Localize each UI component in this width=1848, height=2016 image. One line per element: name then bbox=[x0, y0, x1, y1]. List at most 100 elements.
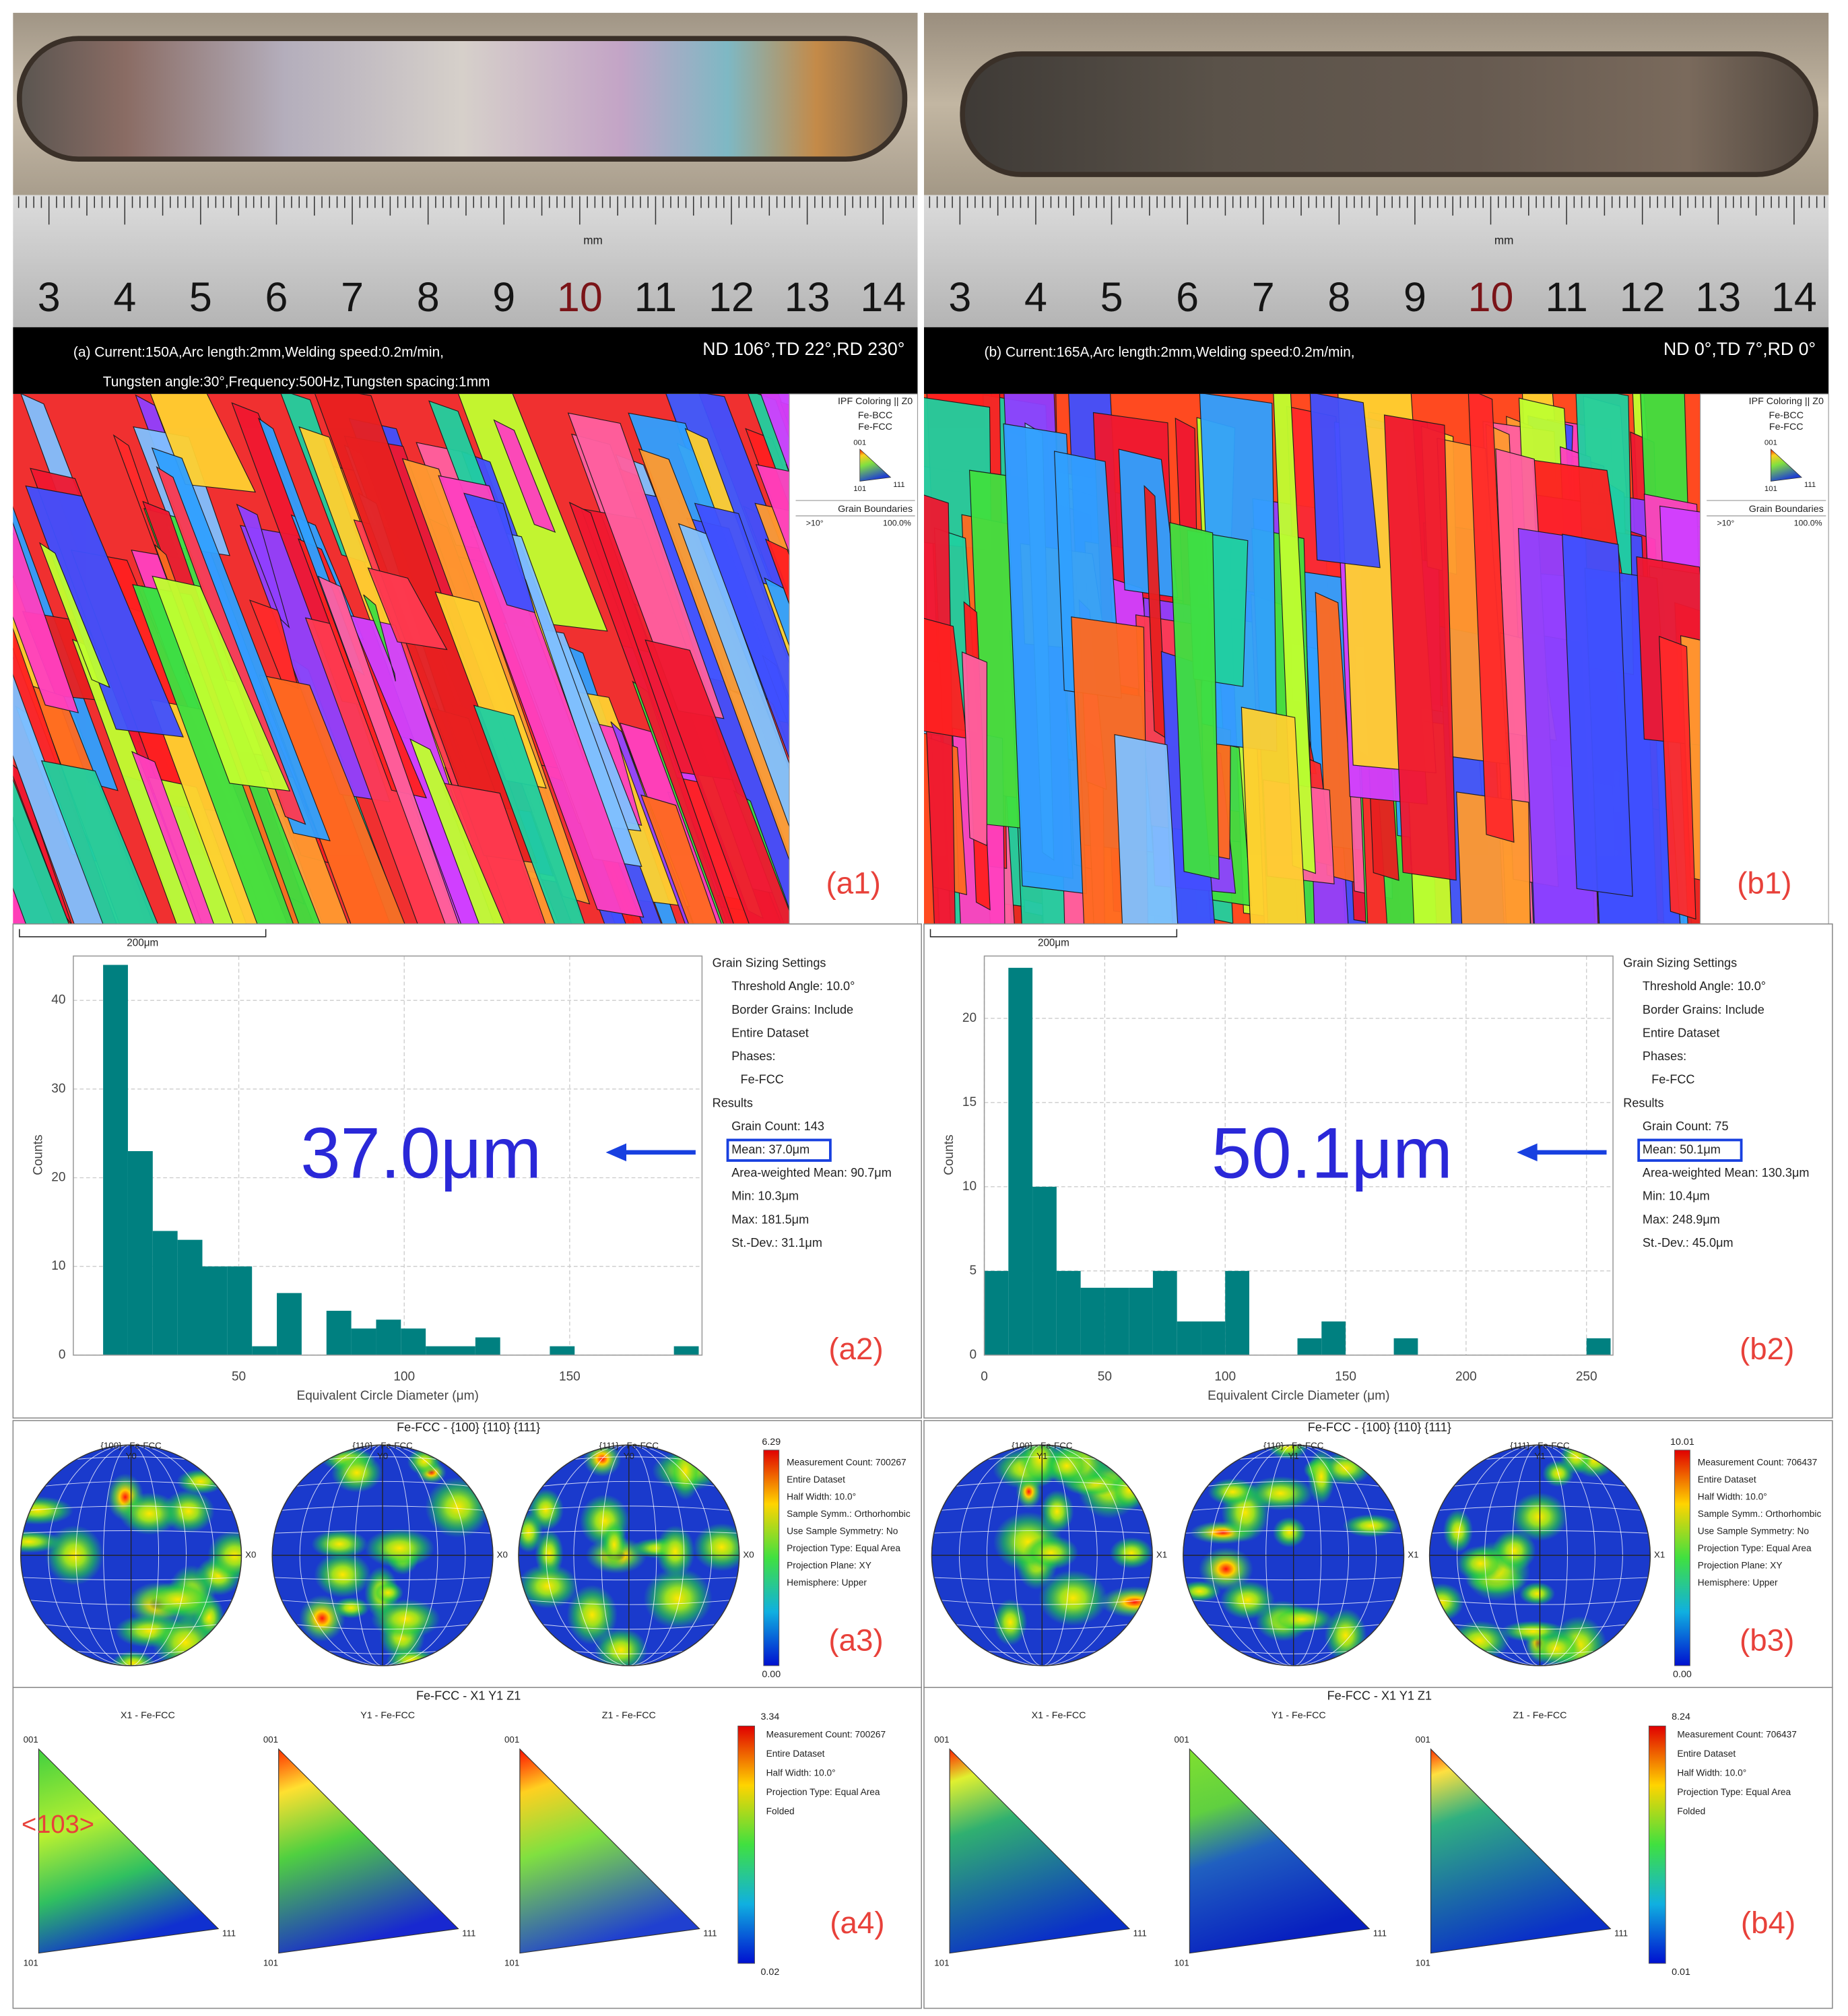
ruler-number: 5 bbox=[1100, 274, 1123, 320]
pole-blob bbox=[1307, 1449, 1335, 1505]
y-tick-label: 40 bbox=[51, 993, 65, 1007]
ruler-number: 5 bbox=[189, 274, 212, 320]
colorbar-max: 8.24 bbox=[1672, 1712, 1690, 1722]
pole-title: Fe-FCC - {100} {110} {111} bbox=[1308, 1421, 1451, 1434]
colorbar-max: 10.01 bbox=[1670, 1437, 1694, 1448]
grain-setting: Grain Sizing Settings bbox=[713, 956, 826, 970]
ruler-number: 14 bbox=[860, 274, 906, 320]
legend-corner: 111 bbox=[893, 481, 904, 489]
ruler-number: 6 bbox=[1176, 274, 1199, 320]
grain bbox=[760, 393, 789, 474]
pole-info: Half Width: 10.0° bbox=[787, 1492, 856, 1502]
bar bbox=[1586, 1338, 1611, 1355]
pole-axis-label: X1 bbox=[1654, 1550, 1665, 1560]
ruler-number: 7 bbox=[1252, 274, 1275, 320]
pole-axis-label: X1 bbox=[1408, 1550, 1418, 1560]
grain-setting: Grain Count: 75 bbox=[1643, 1119, 1729, 1133]
ipf-info: Entire Dataset bbox=[1677, 1749, 1736, 1759]
bar bbox=[202, 1266, 228, 1355]
pole-info: Sample Symm.: Orthorhombic bbox=[787, 1509, 911, 1519]
pole-axis-label: Y0 bbox=[624, 1451, 634, 1461]
pole-figure bbox=[1183, 1445, 1404, 1666]
x-tick-label: 150 bbox=[1335, 1369, 1356, 1384]
pole-blob bbox=[1443, 1509, 1474, 1553]
grain bbox=[1467, 393, 1515, 843]
colorbar bbox=[1674, 1450, 1690, 1666]
pole-blob bbox=[372, 1582, 403, 1604]
pole-blob bbox=[111, 1650, 156, 1666]
grain-setting: Border Grains: Include bbox=[731, 1003, 853, 1016]
ipf-info: Folded bbox=[1677, 1807, 1705, 1817]
ipf-triangle bbox=[1189, 1748, 1371, 1954]
grain bbox=[645, 639, 789, 924]
ipf-label: (b4) bbox=[1741, 1906, 1795, 1940]
legend-fraction: 100.0% bbox=[1794, 519, 1822, 528]
legend-phase: Fe-BCC bbox=[1769, 410, 1804, 421]
grain-setting: Border Grains: Include bbox=[1643, 1003, 1764, 1016]
legend-corner: 101 bbox=[853, 485, 866, 493]
pole-axis-label: Y1 bbox=[1534, 1451, 1545, 1461]
x-tick-label: 50 bbox=[1098, 1369, 1112, 1384]
bar bbox=[426, 1346, 451, 1355]
ipf-section bbox=[923, 1687, 1833, 2009]
grain bbox=[438, 475, 645, 918]
ipf-corner: 111 bbox=[1373, 1928, 1387, 1939]
grain-setting: Min: 10.4μm bbox=[1643, 1190, 1710, 1203]
x-axis-label: Equivalent Circle Diameter (μm) bbox=[296, 1389, 478, 1403]
bar bbox=[252, 1346, 277, 1355]
bar bbox=[326, 1311, 352, 1355]
grain bbox=[567, 412, 725, 719]
pole-plot-label: {110} - Fe-FCC bbox=[352, 1441, 413, 1451]
bar bbox=[401, 1328, 426, 1355]
grain bbox=[694, 502, 789, 760]
scale-bar-label: 200μm bbox=[1038, 937, 1069, 948]
ruler-number: 8 bbox=[417, 274, 440, 320]
grain bbox=[13, 779, 70, 924]
legend-boundary: >10° bbox=[806, 519, 824, 528]
grain bbox=[568, 501, 734, 924]
grain bbox=[1309, 393, 1381, 568]
grain bbox=[259, 674, 405, 924]
ruler-unit: mm bbox=[1494, 234, 1514, 247]
pole-blob bbox=[331, 1453, 383, 1493]
ruler-number: 9 bbox=[492, 274, 515, 320]
weld-bead bbox=[17, 36, 908, 162]
plot-frame bbox=[73, 955, 703, 1356]
pole-info: Sample Symm.: Orthorhombic bbox=[1698, 1509, 1822, 1519]
bar bbox=[227, 1266, 253, 1355]
legend-triangle bbox=[1771, 448, 1802, 482]
pole-outline bbox=[1428, 1444, 1651, 1666]
ipf-corner: 001 bbox=[1175, 1734, 1189, 1745]
grain bbox=[40, 760, 158, 924]
ipf-info: Measurement Count: 706437 bbox=[1677, 1729, 1796, 1739]
pole-blob bbox=[1510, 1492, 1569, 1541]
map-label: (a1) bbox=[826, 866, 881, 901]
ipf-info: Projection Type: Equal Area bbox=[766, 1787, 880, 1797]
ipf-info: Folded bbox=[766, 1807, 795, 1817]
colorbar bbox=[737, 1725, 755, 1964]
colorbar bbox=[763, 1450, 780, 1666]
ipf-triangle bbox=[1430, 1748, 1612, 1954]
pole-blob bbox=[1269, 1606, 1334, 1633]
grain-setting: Max: 248.9μm bbox=[1643, 1212, 1720, 1226]
pole-blob bbox=[1109, 1537, 1153, 1569]
pole-blob bbox=[518, 1563, 579, 1609]
mean-callout: 50.1μm bbox=[1212, 1113, 1453, 1194]
legend-fraction: 100.0% bbox=[883, 519, 911, 528]
caption-bar bbox=[924, 327, 1829, 394]
legend-phase: Fe-FCC bbox=[858, 422, 892, 432]
bar bbox=[1225, 1270, 1249, 1355]
scale-bar bbox=[929, 929, 1178, 938]
grain-setting: Results bbox=[713, 1096, 753, 1109]
pole-label: (a3) bbox=[828, 1623, 883, 1658]
ruler-number: 10 bbox=[1468, 274, 1514, 320]
pole-info: Measurement Count: 706437 bbox=[1698, 1458, 1818, 1468]
hist-label: (a2) bbox=[828, 1332, 883, 1366]
x-axis-label: Equivalent Circle Diameter (μm) bbox=[1208, 1389, 1389, 1403]
ipf-info: Entire Dataset bbox=[766, 1749, 825, 1759]
grain bbox=[961, 651, 987, 847]
y-tick-label: 0 bbox=[59, 1348, 66, 1362]
ruler-number: 3 bbox=[38, 274, 61, 320]
bar bbox=[1321, 1321, 1346, 1355]
ipf-corner: 001 bbox=[934, 1734, 949, 1745]
